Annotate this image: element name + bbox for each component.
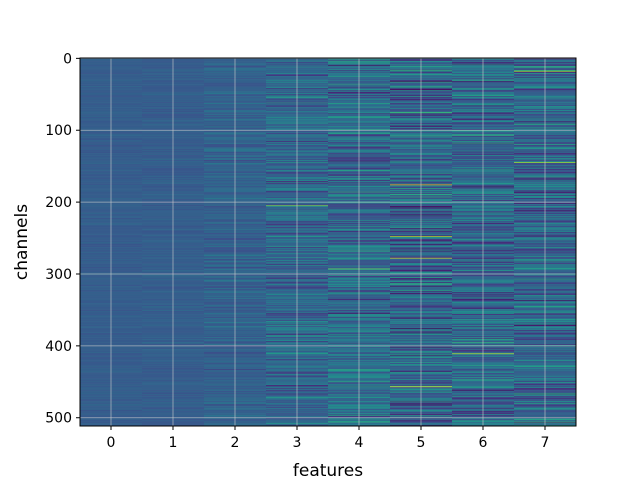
y-axis-ticks: 0 100 200 300 400 500 xyxy=(45,51,80,427)
y-tick-label: 300 xyxy=(45,267,72,283)
grid-lines xyxy=(80,57,576,426)
x-tick-label: 7 xyxy=(541,435,550,451)
x-axis-ticks: 0 1 2 3 4 5 6 7 xyxy=(107,426,550,451)
x-tick-label: 4 xyxy=(355,435,364,451)
y-tick-label: 100 xyxy=(45,123,72,139)
y-tick-label: 500 xyxy=(45,411,72,427)
x-tick-label: 5 xyxy=(417,435,426,451)
y-tick-label: 400 xyxy=(45,339,72,355)
x-tick-label: 0 xyxy=(107,435,116,451)
x-tick-label: 6 xyxy=(479,435,488,451)
x-tick-label: 2 xyxy=(231,435,240,451)
x-tick-label: 3 xyxy=(293,435,302,451)
plot-frame xyxy=(79,57,577,427)
y-tick-label: 200 xyxy=(45,195,72,211)
y-axis-label: channels xyxy=(12,204,32,280)
y-tick-label: 0 xyxy=(63,51,72,67)
heatmap-cells xyxy=(80,58,577,427)
x-tick-label: 1 xyxy=(169,435,178,451)
x-axis-label: features xyxy=(293,461,363,480)
